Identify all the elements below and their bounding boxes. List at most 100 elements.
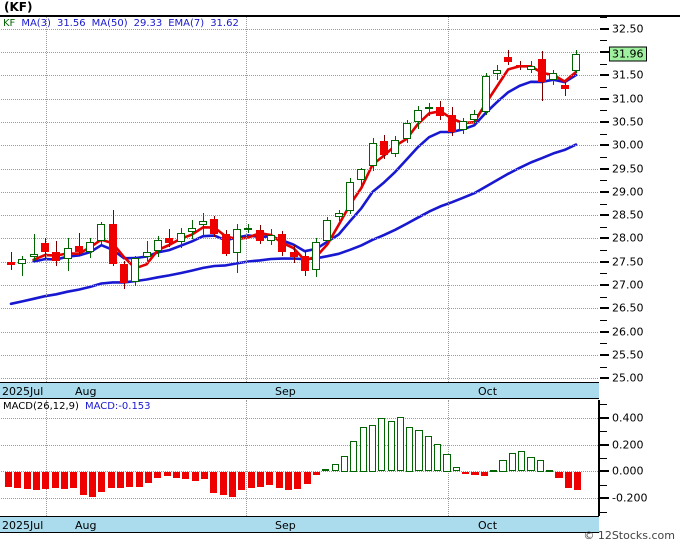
macd-histogram-bar [312, 471, 320, 476]
price-tick [600, 260, 609, 263]
price-minor-tick [600, 250, 607, 252]
macd-histogram-bar [331, 464, 339, 472]
price-minor-tick [600, 343, 607, 345]
time-axis-label: Oct [478, 519, 498, 532]
macd-histogram-bar [518, 450, 526, 472]
macd-plot-area[interactable] [1, 400, 598, 516]
macd-histogram-bar [23, 471, 31, 489]
price-tick-label: 31.50 [612, 68, 644, 82]
price-gridline [1, 331, 598, 333]
candle-body [278, 233, 287, 253]
macd-histogram-bar [424, 435, 432, 472]
legend-item: KF [3, 18, 16, 29]
macd-histogram-bar [536, 460, 544, 472]
candle-body [153, 240, 162, 251]
candle-body [492, 69, 501, 75]
price-minor-tick [600, 203, 607, 205]
price-gridline [1, 215, 598, 217]
candle-body [312, 242, 321, 271]
macd-histogram-bar [555, 471, 563, 478]
time-axis-label: 2025Jul [2, 385, 44, 398]
price-tick-label: 25.50 [612, 348, 644, 362]
price-gridline [1, 191, 598, 193]
macd-histogram-bar [350, 440, 358, 472]
watermark-credit: © 12Stocks.com [583, 529, 675, 542]
macd-histogram-bar [51, 471, 59, 488]
price-gridline [1, 28, 598, 30]
macd-histogram-bar [191, 471, 199, 482]
macd-histogram-bar [247, 471, 255, 488]
price-tick [600, 97, 609, 100]
price-overlay-lines [9, 65, 578, 306]
time-axis-label: Sep [275, 385, 296, 398]
price-plot-area[interactable] [1, 17, 598, 390]
macd-gridline [1, 444, 598, 446]
price-tick [600, 237, 609, 240]
macd-histogram-bar [322, 469, 330, 472]
candle-body [549, 72, 558, 80]
candle-body [199, 220, 208, 226]
candle-wick [565, 82, 566, 97]
time-axis-main: 2025Jul Aug Sep Oct [0, 382, 599, 399]
candle-body [187, 228, 196, 232]
candle-body [18, 259, 27, 265]
macd-tick [600, 470, 609, 473]
candle-body [176, 232, 185, 242]
price-chart-panel: 32.5032.0031.5031.0030.5030.0029.5029.00… [0, 17, 680, 390]
macd-histogram-bar [434, 443, 442, 472]
macd-tick-label: 0.000 [612, 464, 644, 478]
legend-item: EMA(7) [168, 18, 205, 29]
macd-time-gridline [246, 400, 247, 516]
candle-body [413, 110, 422, 122]
macd-histogram-bar [238, 471, 246, 490]
macd-histogram-bar [546, 470, 554, 473]
macd-histogram-bar [89, 471, 97, 497]
candle-body [74, 246, 83, 253]
price-tick-label: 27.50 [612, 255, 644, 269]
macd-histogram-bar [135, 471, 143, 487]
macd-histogram-bar [284, 471, 292, 490]
macd-histogram-bar [107, 471, 115, 489]
candle-body [391, 139, 400, 154]
candle-body [436, 106, 445, 117]
macd-histogram-bar [144, 471, 153, 483]
candle-body [300, 256, 309, 272]
price-gridline [1, 75, 598, 77]
macd-histogram-bar [98, 471, 106, 492]
macd-histogram-bar [303, 471, 311, 485]
macd-histogram-bar [564, 471, 572, 489]
time-gridline [46, 17, 47, 390]
price-axis [598, 17, 680, 390]
candle-body [459, 120, 467, 131]
price-tick [600, 144, 609, 147]
price-tick [600, 120, 609, 123]
macd-histogram-bar [79, 471, 87, 496]
legend-item: 31.62 [210, 18, 239, 29]
macd-histogram-bar [462, 471, 470, 474]
candle-body [63, 247, 72, 259]
price-tick [600, 354, 609, 357]
macd-histogram-bar [116, 471, 125, 488]
candle-body [29, 254, 38, 258]
legend-item: 29.33 [133, 18, 163, 29]
macd-histogram-bar [126, 471, 134, 488]
macd-histogram-bar [228, 471, 237, 497]
macd-histogram-bar [70, 471, 78, 489]
macd-histogram-bar [210, 471, 218, 493]
candle-body [346, 181, 354, 212]
price-tick [600, 214, 609, 217]
legend-item: 31.56 [56, 18, 86, 29]
price-tick-label: 26.00 [612, 325, 644, 339]
price-tick [600, 190, 609, 193]
price-minor-tick [600, 110, 607, 112]
price-gridline [1, 238, 598, 240]
price-tick [600, 167, 609, 170]
candle-body [526, 65, 535, 70]
price-tick [600, 27, 609, 30]
candle-wick [429, 103, 430, 117]
legend-item: MACD:-0.153 [84, 401, 151, 412]
price-tick [600, 50, 609, 53]
candle-body [357, 169, 366, 181]
macd-minor-tick [600, 431, 607, 433]
price-tick-label: 27.00 [612, 278, 644, 292]
